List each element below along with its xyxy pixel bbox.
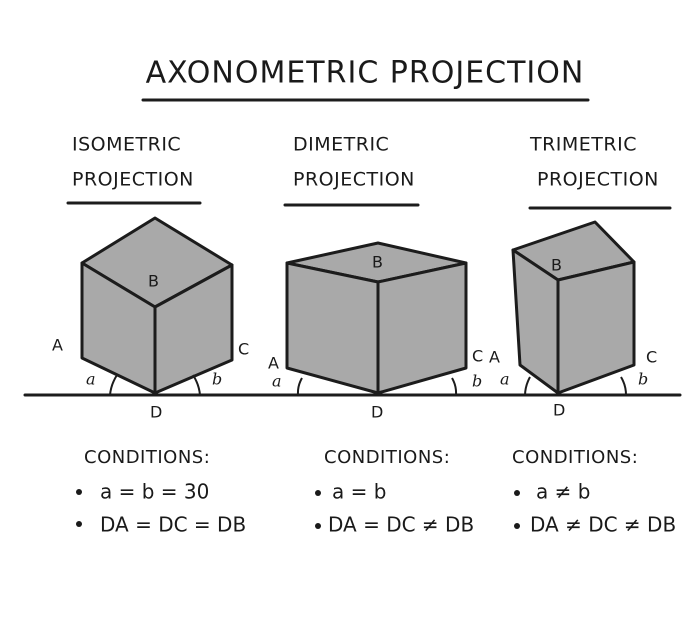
conditions-heading: CONDITIONS:	[84, 447, 210, 468]
dimetric-cube	[285, 241, 468, 396]
main-title: AXONOMETRIC PROJECTION	[146, 56, 585, 91]
angle-label: a	[500, 370, 510, 389]
condition: a = b = 30	[100, 480, 209, 504]
condition: a = b	[332, 480, 386, 504]
condition: DA ≠ DC ≠ DB	[530, 513, 676, 537]
angle-label: a	[272, 372, 282, 391]
vertex-label: D	[371, 403, 383, 422]
vertex-label: B	[372, 253, 383, 272]
vertex-label: D	[553, 401, 565, 420]
cube-face	[153, 263, 234, 395]
panel-title: ISOMETRIC	[72, 134, 181, 156]
angle-arc	[192, 374, 201, 396]
angle-label: b	[212, 370, 222, 389]
vertex-label: B	[551, 256, 562, 275]
panel-title: PROJECTION	[293, 169, 415, 191]
bullet	[514, 490, 520, 496]
vertex-label: C	[472, 347, 483, 366]
vertex-label: A	[489, 348, 500, 367]
condition: a ≠ b	[536, 480, 590, 504]
vertex-label: B	[148, 272, 159, 291]
angle-label: b	[472, 372, 482, 391]
bullet	[315, 523, 321, 529]
trimetric-cube	[511, 220, 636, 396]
angle-arc	[296, 377, 303, 396]
bullet	[514, 523, 520, 529]
condition: DA = DC = DB	[100, 513, 246, 537]
bullet	[315, 490, 321, 496]
panel-title: PROJECTION	[537, 169, 659, 191]
conditions-heading: CONDITIONS:	[512, 447, 638, 468]
panel-title: TRIMETRIC	[529, 134, 637, 156]
vertex-label: A	[52, 336, 63, 355]
cube-face	[376, 261, 468, 395]
vertex-label: C	[238, 340, 249, 359]
conditions-heading: CONDITIONS:	[324, 447, 450, 468]
isometric-cube	[80, 216, 234, 396]
bullet	[76, 521, 82, 527]
angle-label: b	[638, 370, 648, 389]
bullet	[76, 489, 82, 495]
angle-arc	[524, 376, 531, 396]
vertex-label: D	[150, 403, 162, 422]
angle-label: a	[86, 370, 96, 389]
angle-arc	[109, 374, 118, 396]
panel-title: DIMETRIC	[293, 134, 389, 156]
angle-arc	[620, 376, 627, 396]
vertex-label: C	[646, 348, 657, 367]
vertex-label: A	[268, 354, 279, 373]
panel-title: PROJECTION	[72, 169, 194, 191]
condition: DA = DC ≠ DB	[328, 513, 474, 537]
cube-face	[556, 260, 636, 395]
angle-arc	[451, 377, 458, 396]
